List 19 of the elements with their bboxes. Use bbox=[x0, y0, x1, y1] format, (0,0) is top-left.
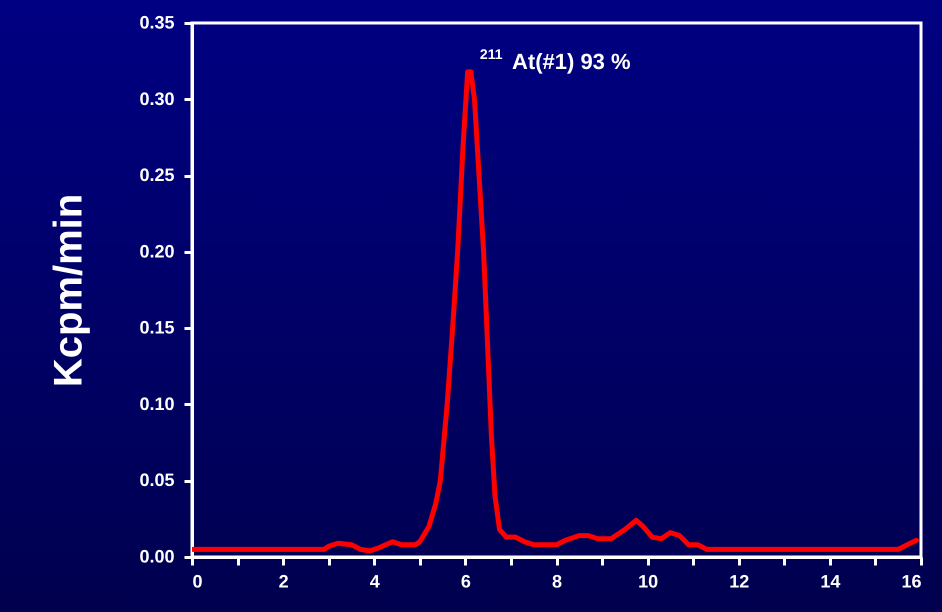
x-tick-label: 8 bbox=[552, 572, 562, 592]
x-tick-label: 2 bbox=[278, 572, 289, 592]
x-tick-label: 16 bbox=[901, 572, 922, 592]
y-tick-label: 0.05 bbox=[139, 470, 174, 490]
y-tick-label: 0.30 bbox=[139, 88, 174, 109]
x-tick-label: 4 bbox=[370, 572, 380, 592]
y-tick-label: 0.20 bbox=[139, 241, 174, 262]
annotation: 211 At(#1) 93 % bbox=[480, 46, 631, 74]
x-tick-label: 14 bbox=[820, 572, 840, 592]
y-tick-label: 0.25 bbox=[139, 165, 174, 186]
y-tick-label: 0.35 bbox=[139, 12, 174, 32]
x-tick-label: 12 bbox=[729, 572, 750, 592]
x-tick-label: 10 bbox=[638, 572, 658, 592]
y-axis-title: Kcpm/min bbox=[46, 194, 90, 388]
y-tick-label: 0.00 bbox=[139, 546, 174, 566]
x-tick-label: 6 bbox=[460, 572, 471, 592]
y-tick-label: 0.10 bbox=[139, 394, 174, 414]
y-tick-label: 0.15 bbox=[139, 318, 174, 338]
x-tick-label: 0 bbox=[192, 572, 203, 592]
